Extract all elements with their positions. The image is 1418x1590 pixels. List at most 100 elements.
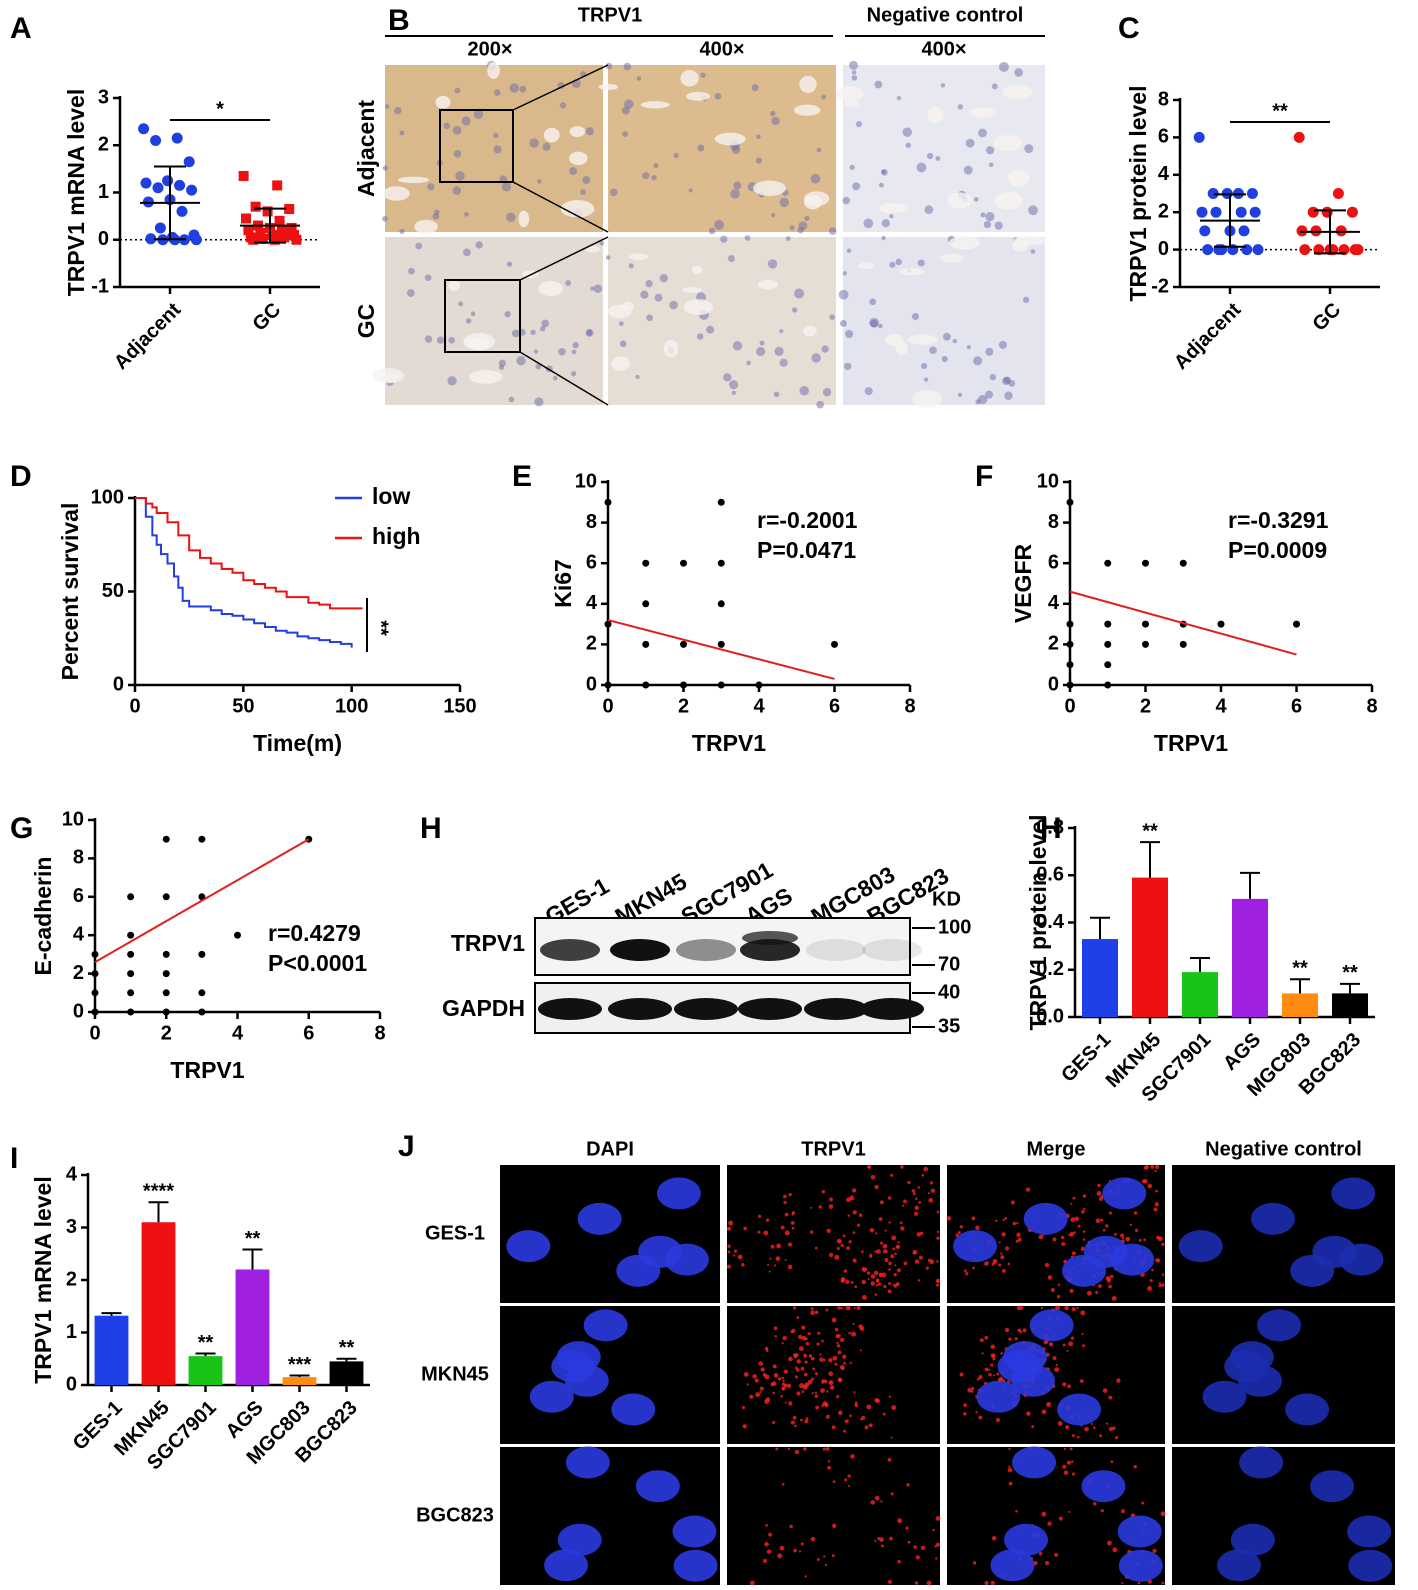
cell-nucleus <box>498 359 506 367</box>
red-signal <box>752 1374 757 1379</box>
cell-nucleus <box>572 342 579 349</box>
y-tick-label: 6 <box>73 885 84 907</box>
red-signal <box>1050 1287 1055 1292</box>
red-signal <box>874 1539 877 1543</box>
red-signal <box>991 1535 997 1541</box>
cell-nucleus <box>385 104 390 109</box>
cell-nucleus <box>580 189 586 195</box>
cell-nucleus <box>779 329 784 334</box>
row-label: MKN45 <box>421 1363 489 1385</box>
red-signal <box>854 1285 858 1289</box>
cell-nucleus <box>1030 249 1036 254</box>
nucleus <box>976 1380 1021 1413</box>
y-tick-label: 8 <box>73 847 84 869</box>
data-point <box>91 970 99 978</box>
red-signal <box>981 1352 984 1355</box>
y-tick-label: 4 <box>586 592 598 614</box>
cell-nucleus <box>452 125 462 135</box>
cell-nucleus <box>973 197 979 202</box>
red-signal <box>1070 1202 1073 1205</box>
data-point <box>1104 559 1112 567</box>
red-signal <box>1129 1223 1133 1227</box>
red-signal <box>1044 1561 1050 1566</box>
cell-nucleus <box>448 336 455 344</box>
fit-line <box>1069 590 1297 656</box>
red-signal <box>926 1580 932 1586</box>
red-signal <box>823 1555 826 1558</box>
tissue-gap <box>1007 170 1030 187</box>
red-signal <box>1158 1284 1162 1288</box>
red-signal <box>893 1272 897 1277</box>
red-signal <box>861 1267 867 1273</box>
red-signal <box>811 1392 815 1395</box>
data-point <box>1321 206 1333 218</box>
nucleus <box>583 1309 628 1342</box>
cell-nucleus <box>619 340 627 348</box>
data-point <box>1066 620 1074 628</box>
red-signal <box>1015 1510 1018 1513</box>
nucleus <box>1216 1549 1261 1582</box>
y-tick-label: 6 <box>586 551 597 573</box>
blot-band <box>676 939 736 961</box>
y-tick-label: 2 <box>73 962 84 984</box>
cell-nucleus <box>565 280 572 286</box>
error-bar <box>1214 193 1246 248</box>
cell-nucleus <box>720 235 728 243</box>
x-tick-label: 0 <box>129 695 140 717</box>
cell-nucleus <box>599 240 605 246</box>
red-signal <box>1108 1395 1113 1400</box>
data-point <box>186 184 198 196</box>
red-signal <box>1081 1209 1085 1214</box>
red-signal <box>888 1282 891 1285</box>
data-point <box>234 931 241 939</box>
data-point <box>1307 206 1319 218</box>
cell-nucleus <box>980 212 986 218</box>
tissue-gap <box>907 334 938 345</box>
blot-row-label: GAPDH <box>442 995 525 1021</box>
annotation: r=0.4279 <box>268 920 361 946</box>
cell-nucleus <box>810 173 821 184</box>
y-tick-label: 4 <box>73 923 85 945</box>
cell-nucleus <box>569 167 578 175</box>
cell-nucleus <box>415 242 423 250</box>
cell-nucleus <box>1008 379 1016 387</box>
cell-nucleus <box>940 83 946 88</box>
red-signal <box>848 1240 852 1244</box>
red-signal <box>879 1537 884 1542</box>
cell-nucleus <box>723 373 732 382</box>
red-signal <box>764 1542 769 1547</box>
red-signal <box>784 1258 787 1261</box>
red-signal <box>935 1557 938 1560</box>
red-signal <box>1062 1343 1066 1347</box>
significance: * <box>216 98 224 120</box>
data-point <box>284 204 295 215</box>
bar <box>282 1377 317 1385</box>
red-signal <box>1040 1306 1044 1310</box>
red-signal <box>963 1403 968 1408</box>
red-signal <box>1152 1548 1157 1553</box>
cell-nucleus <box>985 212 995 222</box>
cell-nucleus <box>697 144 705 152</box>
cell-nucleus <box>828 227 837 235</box>
tissue-gap <box>939 253 964 263</box>
cell-nucleus <box>498 364 505 371</box>
data-point <box>91 989 99 997</box>
red-signal <box>1025 1187 1031 1192</box>
red-signal <box>1069 1447 1073 1451</box>
cell-nucleus <box>651 174 657 181</box>
red-signal <box>1161 1581 1165 1585</box>
red-signal <box>1062 1382 1067 1387</box>
cell-nucleus <box>881 169 888 176</box>
cell-nucleus <box>424 274 432 281</box>
red-signal <box>727 1227 731 1231</box>
cell-nucleus <box>696 333 704 340</box>
red-signal <box>1071 1472 1076 1476</box>
cell-nucleus <box>618 321 624 327</box>
cell-nucleus <box>895 258 902 266</box>
y-tick-label: 0.8 <box>1036 816 1064 838</box>
red-signal <box>1143 1238 1146 1242</box>
tissue-gap <box>682 286 702 294</box>
cell-nucleus <box>864 387 873 396</box>
red-signal <box>1020 1306 1024 1310</box>
red-signal <box>1022 1328 1027 1333</box>
